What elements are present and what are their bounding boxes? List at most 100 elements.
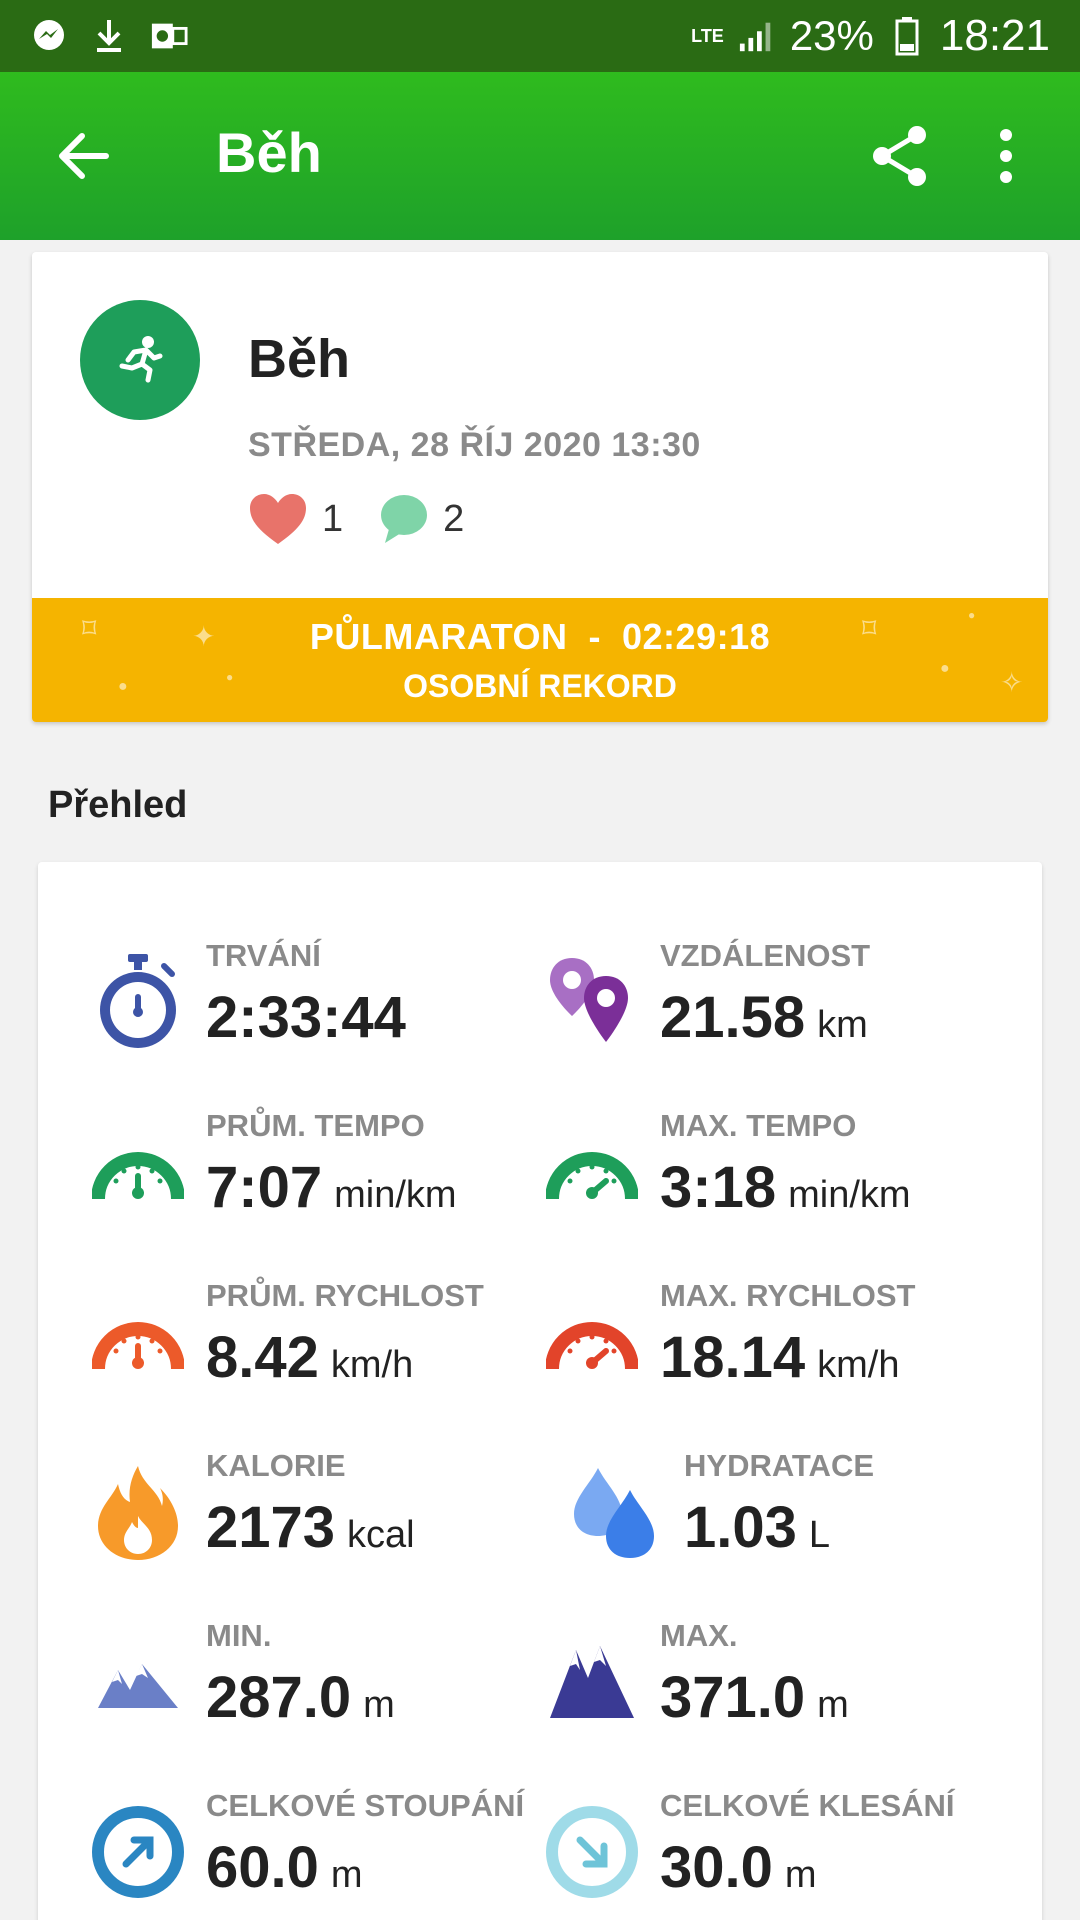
stat-min-elevation: MIN. 287.0 m <box>88 1618 568 1758</box>
stat-value: 21.58 <box>660 985 806 1050</box>
messenger-icon <box>30 17 68 55</box>
stat-label: KALORIE <box>206 1448 346 1483</box>
stat-value-row: 3:18 min/km <box>660 1154 911 1221</box>
sparkle-icon: ● <box>940 660 950 677</box>
stat-value: 2173 <box>206 1495 336 1560</box>
flame-icon <box>88 1462 188 1562</box>
stat-value-row: 2173 kcal <box>206 1494 415 1561</box>
status-left <box>30 17 188 55</box>
social-row: 1 2 <box>248 492 464 546</box>
sparkle-icon: ✦ <box>192 621 216 652</box>
comment-bubble-icon <box>381 495 428 543</box>
personal-record-banner[interactable]: ⌑ ✦ ● ● ⌑ ● ● ✧ PŮLMARATON - 02:29:18 OS… <box>32 598 1048 722</box>
stat-value-row: 2:33:44 <box>206 984 418 1051</box>
stat-max-speed: MAX. RYCHLOST 18.14 km/h <box>542 1278 1022 1418</box>
stat-value: 30.0 <box>660 1835 773 1900</box>
stat-value-row: 287.0 m <box>206 1664 395 1731</box>
activity-type-avatar <box>80 300 200 420</box>
arrow-left-icon <box>59 133 109 179</box>
speedometer-icon <box>542 1292 642 1392</box>
stat-unit: km/h <box>817 1344 900 1386</box>
ascent-icon <box>88 1802 188 1902</box>
stat-unit: m <box>817 1684 849 1726</box>
sparkle-icon: ● <box>226 670 234 684</box>
stat-value-row: 8.42 km/h <box>206 1324 413 1391</box>
stat-label: CELKOVÉ STOUPÁNÍ <box>206 1788 525 1823</box>
stopwatch-icon <box>88 952 188 1052</box>
stat-value-row: 60.0 m <box>206 1834 363 1901</box>
battery-percent: 23% <box>789 12 874 59</box>
stat-value: 2:33:44 <box>206 985 406 1050</box>
sparkle-icon: ● <box>968 608 976 622</box>
app-bar: Běh <box>0 72 1080 240</box>
stat-max-pace: MAX. TEMPO 3:18 min/km <box>542 1108 1022 1248</box>
water-drops-icon <box>566 1462 666 1562</box>
running-icon <box>119 336 163 383</box>
stat-label: TRVÁNÍ <box>206 938 321 973</box>
status-right: LTE 23% 18:21 <box>691 11 1050 61</box>
stat-calories: KALORIE 2173 kcal <box>88 1448 568 1588</box>
comments-button[interactable]: 2 <box>379 493 464 545</box>
stat-value-row: 30.0 m <box>660 1834 817 1901</box>
stat-label: VZDÁLENOST <box>660 938 871 973</box>
activity-date: STŘEDA, 28 ŘÍJ 2020 13:30 <box>248 426 701 464</box>
stat-avg-speed: PRŮM. RYCHLOST 8.42 km/h <box>88 1278 568 1418</box>
speedometer-icon <box>88 1122 188 1222</box>
mountain-icon <box>88 1632 188 1732</box>
comment-count: 2 <box>443 497 465 540</box>
overview-stats-card: TRVÁNÍ 2:33:44 VZDÁLENOST 21.58 km PRŮM. … <box>38 862 1042 1920</box>
stat-label: MAX. TEMPO <box>660 1108 857 1143</box>
stat-value: 3:18 <box>660 1155 777 1220</box>
stat-value: 60.0 <box>206 1835 319 1900</box>
download-icon <box>90 17 128 55</box>
location-pins-icon <box>542 952 642 1052</box>
descent-icon <box>542 1802 642 1902</box>
stat-avg-pace: PRŮM. TEMPO 7:07 min/km <box>88 1108 568 1248</box>
likes-button[interactable]: 1 <box>248 492 343 546</box>
sparkle-icon: ✧ <box>1000 667 1024 698</box>
stat-max-elevation: MAX. 371.0 m <box>542 1618 1022 1758</box>
stat-label: HYDRATACE <box>684 1448 875 1483</box>
mountain-icon <box>542 1632 642 1732</box>
stat-value: 18.14 <box>660 1325 806 1390</box>
stat-unit: km <box>817 1004 868 1046</box>
stat-duration: TRVÁNÍ 2:33:44 <box>88 938 568 1078</box>
network-type: LTE <box>691 26 724 46</box>
outlook-icon <box>150 17 188 55</box>
sparkle-icon: ⌑ <box>862 613 877 644</box>
signal-icon <box>738 17 776 55</box>
share-button[interactable] <box>868 122 932 190</box>
stat-value: 7:07 <box>206 1155 323 1220</box>
activity-title: Běh <box>248 329 351 389</box>
stat-value-row: 7:07 min/km <box>206 1154 457 1221</box>
clock: 18:21 <box>939 11 1050 60</box>
more-options-button[interactable] <box>986 122 1026 190</box>
stat-value: 1.03 <box>684 1495 797 1560</box>
stat-label: PRŮM. RYCHLOST <box>206 1278 484 1313</box>
stat-value: 287.0 <box>206 1665 352 1730</box>
activity-card[interactable]: Běh STŘEDA, 28 ŘÍJ 2020 13:30 1 2 ⌑ ✦ ● … <box>32 252 1048 722</box>
stat-unit: min/km <box>788 1174 911 1216</box>
stat-unit: L <box>808 1514 831 1556</box>
stat-label: CELKOVÉ KLESÁNÍ <box>660 1788 955 1823</box>
stat-unit: kcal <box>347 1514 415 1556</box>
back-button[interactable] <box>52 124 116 188</box>
overview-heading: Přehled <box>48 784 188 826</box>
speedometer-icon <box>542 1122 642 1222</box>
sparkle-icon: ● <box>118 678 128 695</box>
share-icon <box>873 126 926 186</box>
stat-value: 8.42 <box>206 1325 319 1390</box>
stat-label: MAX. RYCHLOST <box>660 1278 916 1313</box>
like-count: 1 <box>322 497 344 540</box>
stat-value-row: 371.0 m <box>660 1664 849 1731</box>
stat-distance: VZDÁLENOST 21.58 km <box>542 938 1022 1078</box>
stat-total-ascent: CELKOVÉ STOUPÁNÍ 60.0 m <box>88 1788 568 1920</box>
stat-total-descent: CELKOVÉ KLESÁNÍ 30.0 m <box>542 1788 1022 1920</box>
speedometer-icon <box>88 1292 188 1392</box>
stat-unit: m <box>784 1854 817 1896</box>
record-subtitle: OSOBNÍ REKORD <box>403 668 677 704</box>
stat-label: MIN. <box>206 1618 272 1653</box>
stat-value: 371.0 <box>660 1665 806 1730</box>
stat-value-row: 21.58 km <box>660 984 868 1051</box>
stat-label: MAX. <box>660 1618 738 1653</box>
